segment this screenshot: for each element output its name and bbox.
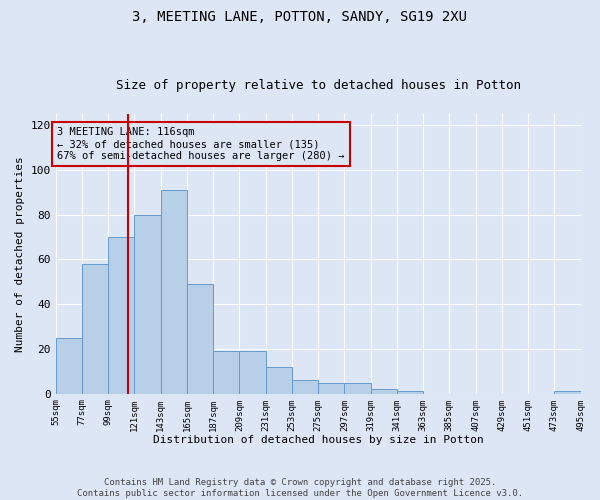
Bar [187,284,213,394]
Title: Size of property relative to detached houses in Potton: Size of property relative to detached ho… [116,79,521,92]
Text: 3, MEETING LANE, POTTON, SANDY, SG19 2XU: 3, MEETING LANE, POTTON, SANDY, SG19 2XU [133,10,467,24]
Bar [239,351,266,394]
Bar [134,214,161,394]
Y-axis label: Number of detached properties: Number of detached properties [15,156,25,352]
Bar [266,367,292,394]
Bar [397,392,423,394]
Text: 3 MEETING LANE: 116sqm
← 32% of detached houses are smaller (135)
67% of semi-de: 3 MEETING LANE: 116sqm ← 32% of detached… [57,128,344,160]
Bar [213,351,239,394]
Bar [108,237,134,394]
Bar [292,380,318,394]
Bar [554,392,581,394]
Bar [82,264,108,394]
Bar [56,338,82,394]
Bar [344,382,371,394]
Bar [318,382,344,394]
Bar [371,389,397,394]
Text: Contains HM Land Registry data © Crown copyright and database right 2025.
Contai: Contains HM Land Registry data © Crown c… [77,478,523,498]
X-axis label: Distribution of detached houses by size in Potton: Distribution of detached houses by size … [153,435,484,445]
Bar [161,190,187,394]
